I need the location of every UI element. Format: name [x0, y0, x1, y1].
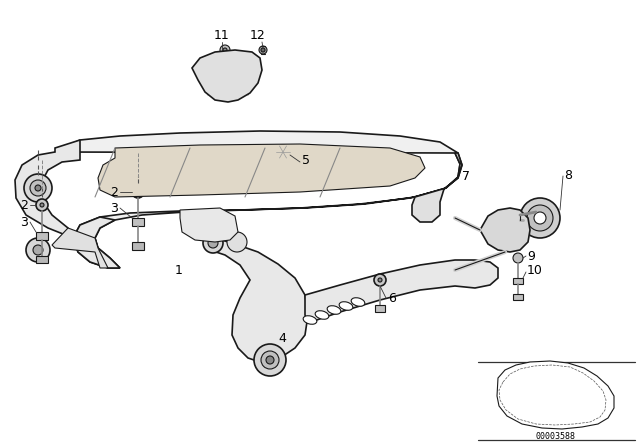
Polygon shape — [132, 242, 144, 250]
Circle shape — [40, 203, 44, 207]
Text: 5: 5 — [302, 154, 310, 167]
Circle shape — [487, 212, 523, 248]
Circle shape — [136, 190, 140, 194]
Circle shape — [266, 356, 274, 364]
Polygon shape — [513, 294, 523, 300]
Circle shape — [378, 278, 382, 282]
Text: 3: 3 — [110, 202, 118, 215]
Circle shape — [35, 185, 41, 191]
Text: 00003588: 00003588 — [536, 431, 576, 440]
Ellipse shape — [339, 302, 353, 310]
Circle shape — [220, 45, 230, 55]
Polygon shape — [52, 228, 108, 268]
Ellipse shape — [327, 306, 341, 314]
Polygon shape — [98, 144, 425, 197]
Ellipse shape — [315, 311, 329, 319]
Circle shape — [259, 46, 267, 54]
Polygon shape — [132, 218, 144, 226]
Polygon shape — [375, 305, 385, 312]
Circle shape — [227, 232, 247, 252]
Circle shape — [198, 215, 218, 235]
Circle shape — [254, 344, 286, 376]
Circle shape — [36, 199, 48, 211]
Circle shape — [500, 225, 510, 235]
Circle shape — [520, 198, 560, 238]
Circle shape — [208, 238, 218, 248]
Polygon shape — [480, 208, 530, 252]
Text: 2: 2 — [110, 185, 118, 198]
Circle shape — [132, 186, 144, 198]
Circle shape — [33, 245, 43, 255]
Circle shape — [26, 238, 50, 262]
Text: 4: 4 — [278, 332, 286, 345]
Circle shape — [534, 212, 546, 224]
Circle shape — [525, 400, 545, 420]
Circle shape — [223, 48, 227, 52]
Text: 9: 9 — [527, 250, 535, 263]
Circle shape — [422, 206, 430, 214]
Circle shape — [30, 180, 46, 196]
Circle shape — [374, 274, 386, 286]
Text: 11: 11 — [214, 29, 230, 42]
Circle shape — [203, 220, 213, 230]
Text: 3: 3 — [20, 215, 28, 228]
Text: 1: 1 — [175, 263, 183, 276]
Polygon shape — [15, 140, 120, 268]
Circle shape — [24, 174, 52, 202]
Circle shape — [494, 219, 516, 241]
Text: 8: 8 — [564, 168, 572, 181]
Ellipse shape — [351, 298, 365, 306]
Text: 2: 2 — [20, 198, 28, 211]
Ellipse shape — [303, 316, 317, 324]
Circle shape — [513, 253, 523, 263]
Text: 10: 10 — [527, 263, 543, 276]
Circle shape — [280, 149, 286, 155]
Text: 12: 12 — [250, 29, 266, 42]
Text: 6: 6 — [388, 292, 396, 305]
Polygon shape — [180, 208, 238, 242]
Polygon shape — [36, 232, 48, 240]
Polygon shape — [210, 238, 308, 362]
Circle shape — [418, 202, 434, 218]
Circle shape — [527, 205, 553, 231]
Circle shape — [261, 48, 265, 52]
Polygon shape — [55, 131, 462, 268]
Polygon shape — [192, 50, 262, 102]
Polygon shape — [36, 256, 48, 263]
Polygon shape — [412, 153, 462, 222]
Circle shape — [203, 233, 223, 253]
Polygon shape — [513, 278, 523, 284]
Polygon shape — [305, 260, 498, 323]
Circle shape — [276, 145, 290, 159]
Text: 7: 7 — [462, 169, 470, 182]
Polygon shape — [497, 361, 614, 429]
Circle shape — [261, 351, 279, 369]
